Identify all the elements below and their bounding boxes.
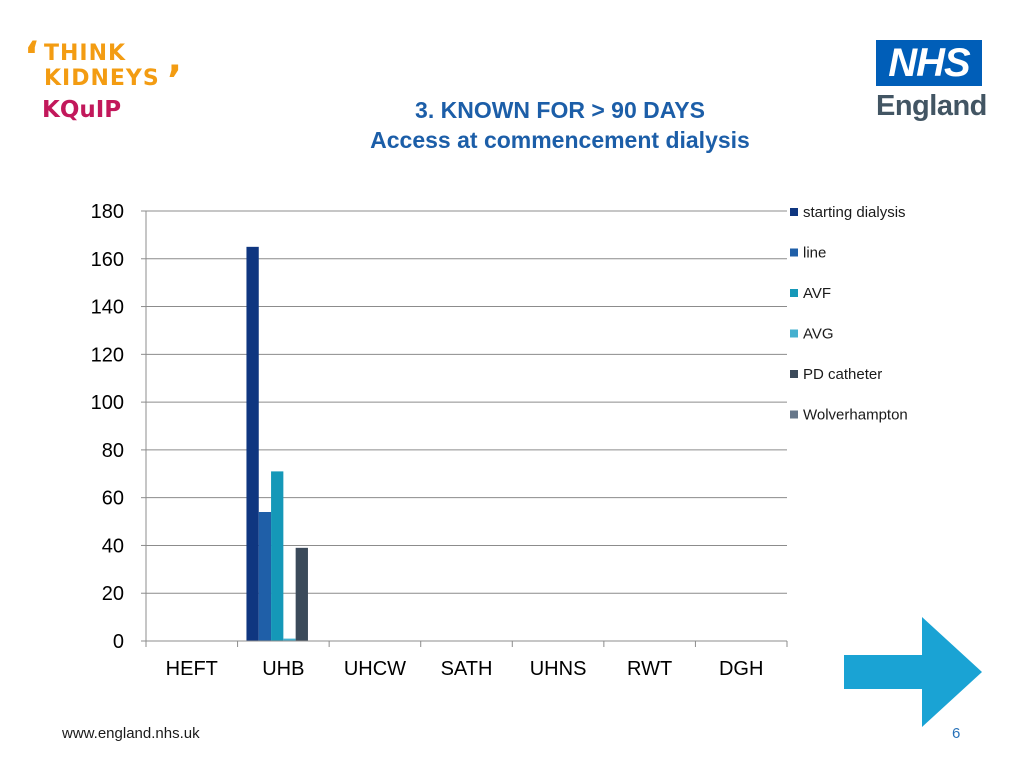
y-tick-label: 120 <box>91 344 124 366</box>
y-tick-label: 160 <box>91 249 124 271</box>
footer-url[interactable]: www.england.nhs.uk <box>62 725 200 742</box>
legend-label: Wolverhampton <box>803 407 908 424</box>
bar-uhb-avg <box>283 638 296 641</box>
legend: starting dialysis line AVF AVG PD catheter Wo… <box>790 204 908 424</box>
nhs-logo-box: NHS <box>876 40 982 86</box>
bar-uhb-pd-catheter <box>295 547 308 641</box>
nhs-england-logo: NHS England <box>876 40 987 122</box>
y-tick-label: 60 <box>102 488 124 510</box>
bar-uhb-avf <box>271 471 284 641</box>
x-tick-label: HEFT <box>166 658 218 680</box>
x-tick-label: UHB <box>262 658 304 680</box>
quote-open-icon: ‘ <box>24 34 40 80</box>
x-tick-label: UHNS <box>530 658 587 680</box>
bar-uhb-line <box>258 512 272 641</box>
title-line-1: 3. KNOWN FOR > 90 DAYS <box>415 97 705 123</box>
x-axis-ticks: HEFT UHB UHCW SATH UHNS RWT DGH <box>145 641 788 680</box>
legend-label: PD catheter <box>803 366 882 383</box>
legend-label: AVG <box>803 326 834 343</box>
think-kidneys-logo: ‘ THINK KIDNEYS ’ KQuIP <box>24 34 194 130</box>
x-tick-label: UHCW <box>344 658 406 680</box>
quote-close-icon: ’ <box>167 58 183 104</box>
gridlines <box>146 210 787 594</box>
kquip-logo-text: KQuIP <box>42 97 122 123</box>
legend-label: AVF <box>803 285 831 302</box>
legend-swatch <box>790 289 798 297</box>
logo-think-text: THINK <box>44 41 127 66</box>
nhs-england-text: England <box>876 90 987 122</box>
legend-swatch <box>790 370 798 378</box>
legend-label: line <box>803 245 826 262</box>
legend-swatch <box>790 248 798 257</box>
y-tick-label: 180 <box>91 201 124 223</box>
x-tick-label: SATH <box>441 658 493 680</box>
legend-swatch <box>790 410 798 419</box>
bars <box>246 246 308 642</box>
page-title: 3. KNOWN FOR > 90 DAYS Access at commenc… <box>300 95 820 155</box>
x-tick-label: RWT <box>627 658 672 680</box>
y-tick-label: 80 <box>102 440 124 462</box>
legend-swatch <box>790 329 798 338</box>
x-tick-label: DGH <box>719 658 763 680</box>
legend-label: starting dialysis <box>803 204 906 221</box>
legend-swatch <box>790 208 798 216</box>
bar-uhb-starting-dialysis <box>246 246 259 642</box>
title-line-2: Access at commencement dialysis <box>370 127 750 153</box>
y-tick-label: 40 <box>102 535 124 557</box>
logo-kidneys-text: KIDNEYS <box>44 66 160 91</box>
y-tick-label: 140 <box>91 297 124 319</box>
y-axis-ticks: 0 20 40 60 80 100 120 140 160 180 <box>91 201 146 653</box>
next-arrow-icon[interactable] <box>844 617 984 727</box>
axes <box>145 211 787 642</box>
page-number: 6 <box>952 725 961 742</box>
y-tick-label: 20 <box>102 583 124 605</box>
y-tick-label: 100 <box>91 392 124 414</box>
y-tick-label: 0 <box>113 631 124 653</box>
